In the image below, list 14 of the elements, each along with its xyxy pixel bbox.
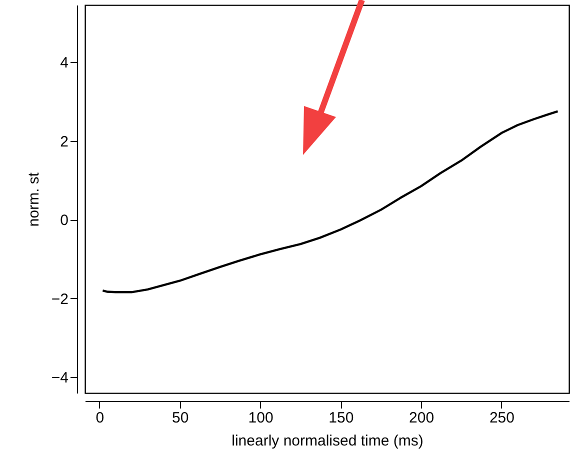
x-tick-label: 0 bbox=[96, 410, 104, 426]
y-tick-label: −2 bbox=[51, 290, 68, 308]
x-tick-label: 150 bbox=[328, 410, 354, 426]
x-axis-title: linearly normalised time (ms) bbox=[232, 432, 424, 450]
x-tick-label: 250 bbox=[489, 410, 514, 426]
x-tick-label: 100 bbox=[248, 410, 274, 426]
y-axis-title: norm. st bbox=[25, 172, 42, 227]
y-tick-label: 2 bbox=[60, 133, 68, 150]
line-series bbox=[102, 110, 559, 294]
y-tick-label: 0 bbox=[60, 212, 68, 230]
y-tick-label: −4 bbox=[51, 370, 68, 387]
x-tick-label: 50 bbox=[172, 410, 189, 426]
y-tick-label: 4 bbox=[60, 54, 68, 72]
x-tick-label: 200 bbox=[409, 410, 434, 426]
